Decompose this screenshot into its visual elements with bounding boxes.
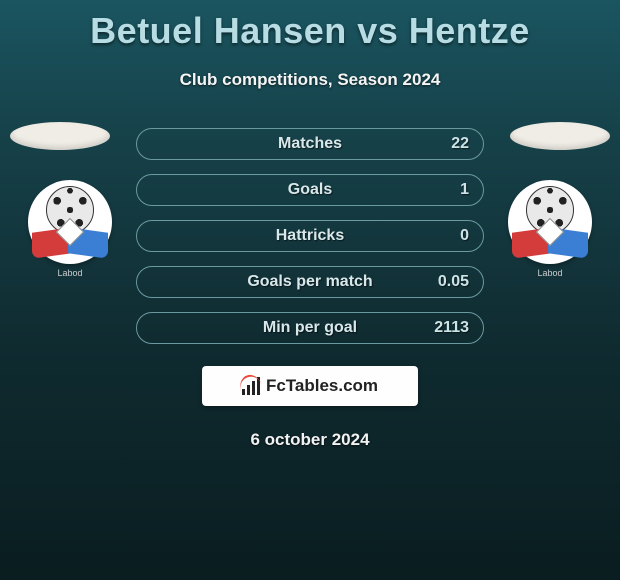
team-badge-left: Labod [20, 180, 120, 264]
stat-label: Hattricks [137, 227, 483, 245]
page-title: Betuel Hansen vs Hentze [0, 0, 620, 52]
stat-row: Goals per match0.05 [136, 266, 484, 298]
stat-value: 0 [460, 227, 469, 245]
stat-label: Goals per match [137, 273, 483, 291]
stat-value: 0.05 [438, 273, 469, 291]
badge-caption-left: Labod [20, 268, 120, 278]
stat-row: Matches22 [136, 128, 484, 160]
player-platform-right [510, 122, 610, 150]
stat-label: Min per goal [137, 319, 483, 337]
brand-chart-icon [242, 377, 260, 395]
stat-label: Goals [137, 181, 483, 199]
stat-label: Matches [137, 135, 483, 153]
badge-caption-right: Labod [500, 268, 600, 278]
footer-brand[interactable]: FcTables.com [202, 366, 418, 406]
stat-value: 22 [451, 135, 469, 153]
stat-row: Goals1 [136, 174, 484, 206]
brand-text: FcTables.com [266, 376, 378, 396]
stats-area: Labod Labod Matches22 Goals1 Hattricks0 Goa… [0, 128, 620, 344]
stat-value: 1 [460, 181, 469, 199]
stat-row: Hattricks0 [136, 220, 484, 252]
team-badge-right: Labod [500, 180, 600, 264]
subtitle: Club competitions, Season 2024 [0, 70, 620, 90]
player-platform-left [10, 122, 110, 150]
stat-value: 2113 [434, 319, 469, 337]
stat-row: Min per goal2113 [136, 312, 484, 344]
date-caption: 6 october 2024 [0, 430, 620, 450]
